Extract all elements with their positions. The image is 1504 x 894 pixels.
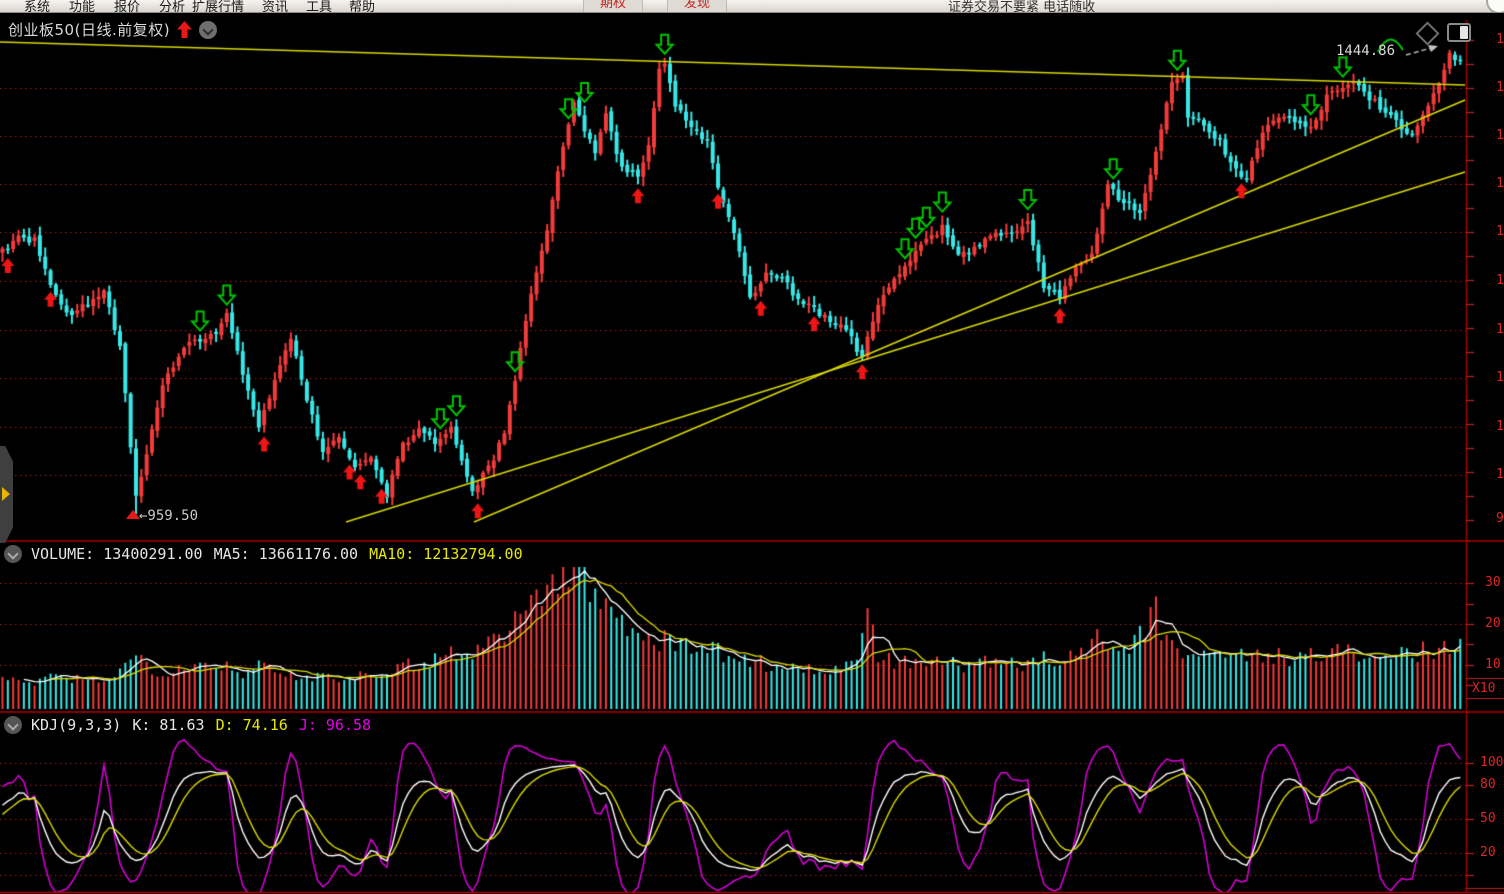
menu-item-9[interactable]: 期权	[583, 0, 643, 12]
menu-item-7[interactable]: 工具	[306, 0, 333, 13]
price-axis-label: 9	[1496, 511, 1504, 526]
menu-logo-circle-icon[interactable]	[1486, 0, 1504, 12]
sidebar-expand-handle[interactable]	[0, 446, 13, 543]
menu-item-2[interactable]: 功能	[69, 0, 96, 13]
volume-axis-label: 20	[1485, 616, 1501, 631]
kdj-header-value: D: 74.16	[215, 716, 288, 734]
volume-unit-label: X10	[1472, 681, 1496, 696]
low-annotation: ←959.50	[139, 508, 199, 524]
price-axis-label: 1	[1496, 128, 1504, 143]
menu-bar: 证券交易不要紧 电话随收 系统 功能 报价 分析 扩展行情 资讯 工具 帮助 期权 发现	[0, 0, 1504, 13]
volume-axis-label: 30	[1485, 575, 1501, 590]
chart-header: 创业板50(日线.前复权)	[8, 19, 218, 40]
price-axis-label: 1	[1496, 370, 1504, 385]
volume-header-value: MA10: 12132794.00	[369, 545, 523, 563]
menu-item-5[interactable]: 扩展行情	[192, 0, 245, 13]
menu-item-4[interactable]: 分析	[159, 0, 186, 13]
chevron-down-icon[interactable]	[4, 716, 22, 734]
high-annotation: 1444.86	[1336, 43, 1396, 59]
price-axis-label: 1	[1496, 80, 1504, 95]
chevron-down-icon[interactable]	[199, 20, 218, 39]
kdj-header-value: J: 96.58	[298, 716, 372, 734]
kdj-axis-label: 50	[1480, 811, 1496, 826]
right-triangle-icon	[2, 487, 10, 501]
price-axis-label: 1	[1496, 467, 1504, 482]
menu-item-8[interactable]: 帮助	[349, 0, 376, 13]
kdj-header-value: KDJ(9,3,3)	[31, 716, 122, 734]
split-view-icon[interactable]	[1447, 23, 1471, 42]
symbol-title: 创业板50(日线.前复权)	[8, 21, 171, 39]
price-axis-label: 1	[1496, 224, 1504, 239]
kdj-axis-label: 20	[1480, 845, 1496, 860]
menu-item-10[interactable]: 发现	[667, 0, 727, 12]
price-axis-label: 1	[1496, 273, 1504, 288]
kdj-panel-header: KDJ(9,3,3) K: 81.63 D: 74.16 J: 96.58	[4, 716, 382, 734]
price-axis-label: 1	[1496, 176, 1504, 191]
chevron-down-icon[interactable]	[4, 545, 22, 563]
volume-header-value: MA5: 13661176.00	[213, 545, 359, 563]
menu-item-6[interactable]: 资讯	[262, 0, 289, 13]
menu-item-1[interactable]: 系统	[24, 0, 51, 13]
price-axis-label: 1	[1496, 322, 1504, 337]
menu-ad-text: 证券交易不要紧 电话随收	[948, 0, 1096, 13]
kdj-axis-label: 100	[1480, 755, 1504, 770]
low-point-marker	[126, 510, 140, 519]
menu-item-3[interactable]: 报价	[114, 0, 141, 13]
kdj-header-value: K: 81.63	[132, 716, 205, 734]
volume-axis-label: 10	[1485, 657, 1501, 672]
volume-header-value: VOLUME: 13400291.00	[31, 545, 203, 563]
volume-panel-header: VOLUME: 13400291.00 MA5: 13661176.00 MA10:…	[4, 545, 534, 563]
price-axis-label: 1	[1496, 419, 1504, 434]
kdj-axis-label: 80	[1480, 777, 1496, 792]
price-axis-label: 1	[1496, 32, 1504, 47]
red-up-arrow-icon	[177, 21, 193, 38]
